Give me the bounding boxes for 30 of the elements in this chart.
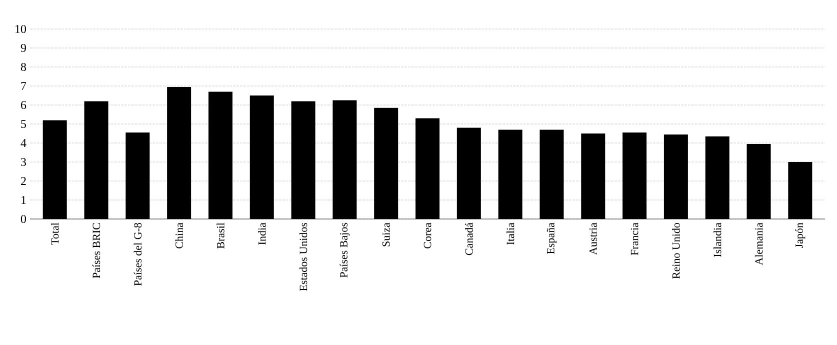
- x-tick-label: Países BRIC: [92, 223, 100, 278]
- y-tick-label: 9: [20, 44, 26, 52]
- x-tick-label: Francia: [630, 222, 638, 256]
- x-tick-label: Suiza: [382, 222, 390, 246]
- y-tick-label: 0: [20, 214, 26, 224]
- x-tick-label: Japón: [795, 222, 806, 248]
- x-tick-label: China: [175, 222, 183, 248]
- y-tick-label: 2: [21, 177, 26, 185]
- x-tick-label: Total: [50, 222, 59, 245]
- y-tick-label: 5: [21, 120, 26, 128]
- y-tick-label: 4: [20, 139, 26, 147]
- y-tick-label: 6: [20, 100, 26, 110]
- x-tick-label: Reino Unido: [672, 222, 680, 279]
- x-tick-label: Corea: [424, 222, 432, 248]
- x-tick-label: Brasil: [216, 222, 224, 248]
- x-tick-label: Alemania: [754, 222, 763, 266]
- y-tick-label: 7: [21, 82, 26, 90]
- x-tick-label: Italia: [506, 222, 514, 245]
- x-tick-label: Países del G-8: [134, 222, 142, 286]
- y-tick-label: 8: [20, 62, 26, 72]
- y-tick-label: 10: [16, 24, 26, 34]
- x-tick-label: Islandia: [713, 222, 722, 257]
- x-tick-label: India: [258, 222, 266, 245]
- x-tick-label: Austria: [589, 222, 597, 255]
- x-tick-label: Países Bajos: [340, 222, 350, 278]
- x-tick-label: España: [546, 222, 557, 254]
- x-tick-label: Canadá: [465, 222, 473, 256]
- x-tick-label: Estados Unidos: [299, 222, 308, 291]
- y-tick-label: 1: [22, 196, 26, 204]
- y-tick-label: 3: [21, 158, 26, 166]
